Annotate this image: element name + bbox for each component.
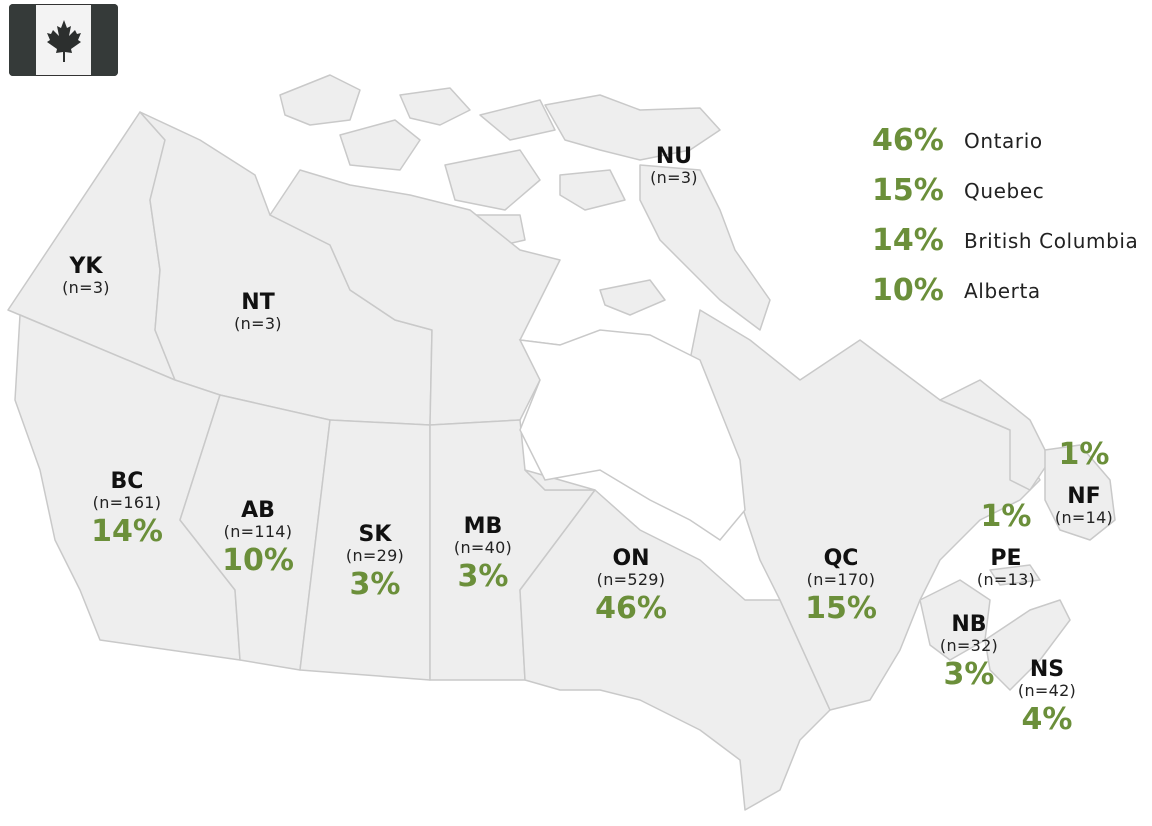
label-sk: SK (n=29) 3% [346,524,404,600]
region-percent: 46% [595,591,667,626]
nf-percent: 1% [1058,437,1110,472]
region-code: NS [1029,657,1065,682]
label-on: ON (n=529) 46% [595,548,667,624]
arctic-island [479,99,556,141]
region-nf [939,379,1051,491]
region-sample-size: (n=114) [223,522,293,541]
legend-percent: 46% [872,123,944,158]
region-sample-size: (n=14) [1054,508,1114,527]
arctic-island [639,164,771,331]
label-nu: NU (n=3) [650,146,698,186]
legend-province: Alberta [964,279,1041,303]
region-code: MB [463,514,503,539]
region-percent: 15% [805,591,877,626]
legend-percent: 10% [872,273,944,308]
legend-percent: 15% [872,173,944,208]
region-code: NB [951,612,987,637]
arctic-island [544,94,721,161]
label-bc: BC (n=161) 14% [91,471,163,547]
region-code: NF [1067,484,1101,509]
region-code: YK [69,254,103,279]
label-yk: YK (n=3) [62,256,110,296]
region-sample-size: (n=42) [1017,681,1077,700]
region-sample-size: (n=3) [62,278,110,297]
legend-row: 10% Alberta [872,266,1138,316]
region-percent: 4% [1021,702,1073,737]
region-percent: 3% [457,559,509,594]
region-sample-size: (n=32) [939,636,999,655]
region-sample-size: (n=161) [92,493,162,512]
arctic-island [279,74,361,126]
region-percent: 3% [943,657,995,692]
region-on [519,469,831,811]
region-code: NU [655,144,693,169]
legend-row: 15% Quebec [872,166,1138,216]
arctic-island [339,119,421,171]
flag-left-bar [9,4,36,76]
arctic-island [559,169,626,211]
label-qc: QC (n=170) 15% [805,548,877,624]
region-sample-size: (n=529) [596,570,666,589]
region-sample-size: (n=170) [806,570,876,589]
hudson-bay [518,329,746,541]
region-code: BC [110,469,144,494]
region-bc [14,314,241,661]
region-percent: 14% [91,514,163,549]
label-ns: NS (n=42) 4% [1018,659,1076,735]
pe-percent: 1% [980,499,1032,534]
arctic-island [599,279,666,316]
label-nb: NB (n=32) 3% [940,614,998,690]
top-provinces-legend: 46% Ontario 15% Quebec 14% British Colum… [872,116,1138,316]
region-percent: 3% [349,567,401,602]
region-sample-size: (n=3) [650,168,698,187]
region-code: ON [612,546,650,571]
region-pe [989,564,1041,586]
label-nf: NF (n=14) [1055,486,1113,526]
label-pe: PE (n=13) [977,548,1035,588]
arctic-island [399,87,471,126]
maple-leaf-icon [47,20,81,62]
region-sample-size: (n=40) [453,538,513,557]
label-mb: MB (n=40) 3% [454,516,512,592]
legend-province: British Columbia [964,229,1139,253]
region-code: QC [823,546,859,571]
region-ns [984,599,1071,691]
legend-row: 14% British Columbia [872,216,1138,266]
region-sample-size: (n=3) [234,314,282,333]
arctic-island [444,149,541,211]
region-code: NT [241,290,275,315]
legend-percent: 14% [872,223,944,258]
region-code: AB [241,498,275,523]
region-sample-size: (n=13) [976,570,1036,589]
canada-flag [9,4,118,76]
legend-province: Quebec [964,179,1045,203]
legend-row: 46% Ontario [872,116,1138,166]
region-code: SK [358,522,392,547]
label-nt: NT (n=3) [234,292,282,332]
label-ab: AB (n=114) 10% [222,500,294,576]
legend-province: Ontario [964,129,1043,153]
region-code: PE [990,546,1022,571]
region-percent: 10% [222,543,294,578]
region-nf-island [1044,444,1116,541]
region-sample-size: (n=29) [345,546,405,565]
flag-right-bar [91,4,118,76]
